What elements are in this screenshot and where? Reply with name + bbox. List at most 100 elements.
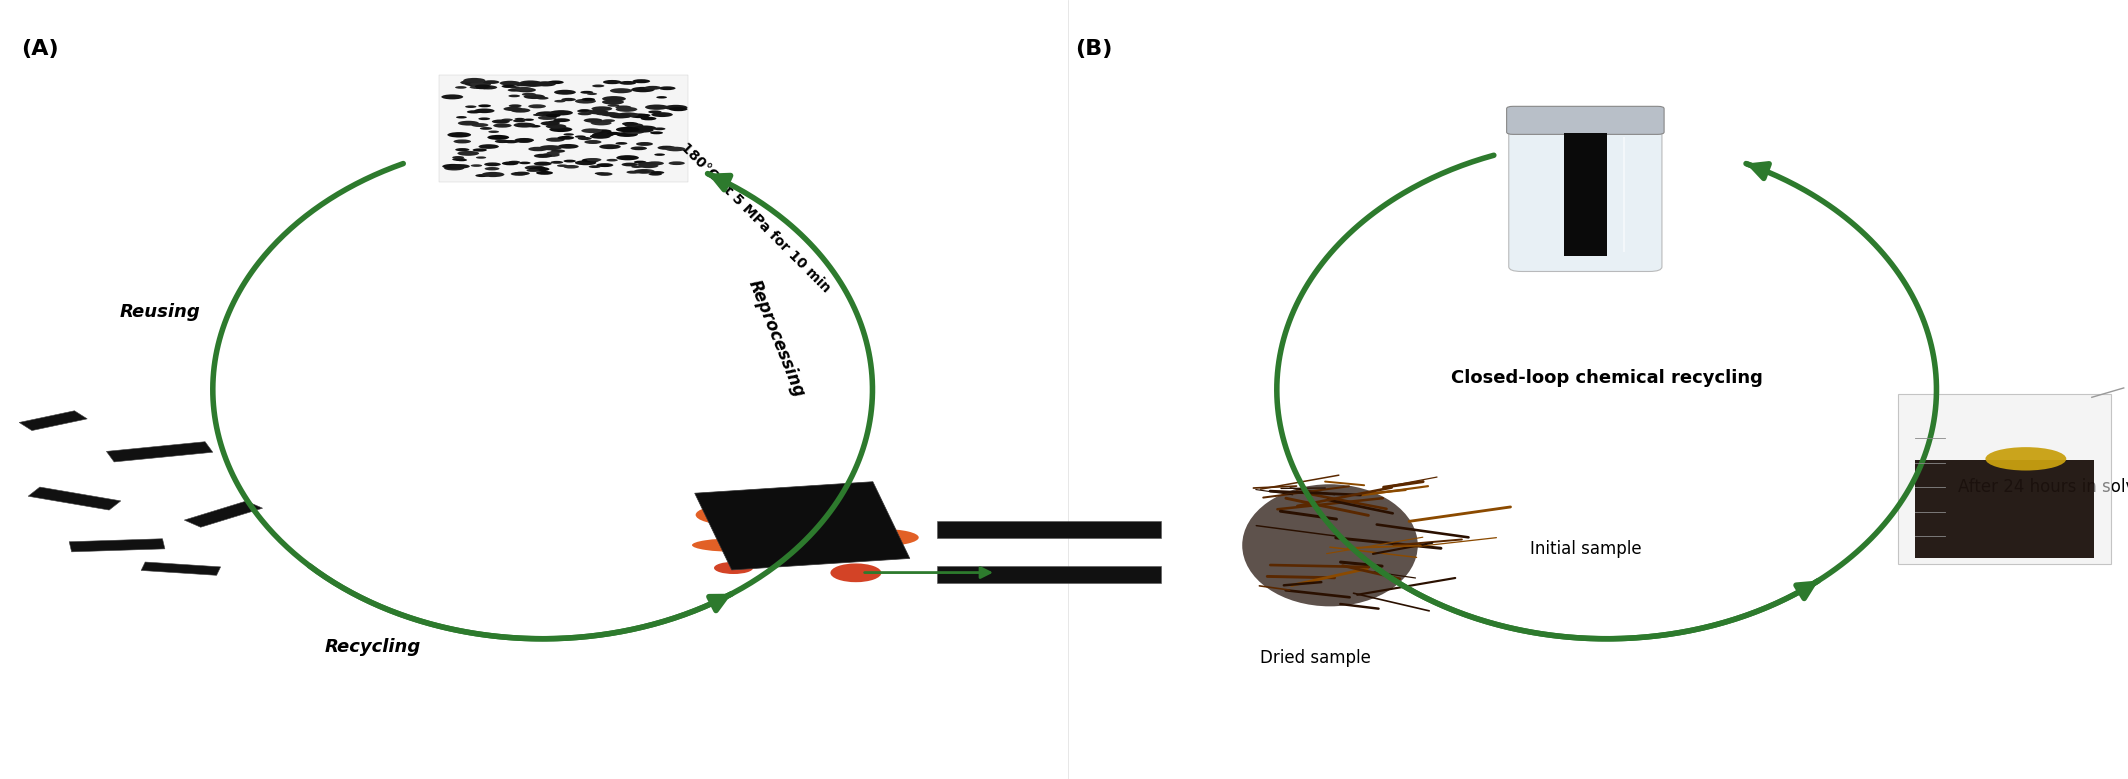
- Ellipse shape: [1243, 485, 1417, 606]
- Ellipse shape: [513, 122, 536, 128]
- Ellipse shape: [592, 106, 613, 111]
- Ellipse shape: [1985, 447, 2066, 471]
- Polygon shape: [936, 566, 1162, 583]
- Ellipse shape: [577, 137, 592, 140]
- Ellipse shape: [509, 104, 521, 108]
- Ellipse shape: [649, 111, 662, 114]
- Ellipse shape: [783, 513, 847, 523]
- FancyBboxPatch shape: [1898, 394, 2111, 564]
- Ellipse shape: [487, 131, 500, 133]
- Ellipse shape: [611, 88, 632, 93]
- Ellipse shape: [443, 164, 464, 169]
- Ellipse shape: [666, 146, 685, 151]
- Ellipse shape: [587, 140, 600, 143]
- Ellipse shape: [692, 538, 783, 552]
- Ellipse shape: [475, 84, 492, 88]
- Ellipse shape: [515, 118, 526, 120]
- Ellipse shape: [528, 146, 547, 151]
- Ellipse shape: [502, 161, 519, 165]
- Ellipse shape: [513, 171, 530, 175]
- Ellipse shape: [553, 90, 577, 95]
- Ellipse shape: [621, 163, 638, 167]
- Polygon shape: [28, 487, 121, 510]
- Ellipse shape: [617, 112, 638, 117]
- Ellipse shape: [602, 100, 624, 104]
- Ellipse shape: [558, 164, 568, 167]
- Ellipse shape: [600, 144, 621, 149]
- Ellipse shape: [577, 109, 594, 113]
- Ellipse shape: [653, 153, 664, 156]
- Ellipse shape: [477, 157, 485, 159]
- Ellipse shape: [619, 81, 636, 85]
- Ellipse shape: [536, 171, 553, 174]
- Ellipse shape: [519, 80, 543, 86]
- Ellipse shape: [528, 104, 547, 108]
- Ellipse shape: [470, 82, 492, 86]
- Ellipse shape: [632, 87, 655, 92]
- Ellipse shape: [615, 114, 634, 118]
- Ellipse shape: [445, 166, 464, 171]
- Ellipse shape: [551, 150, 566, 153]
- Ellipse shape: [602, 132, 617, 136]
- Ellipse shape: [668, 161, 685, 165]
- Ellipse shape: [581, 158, 600, 162]
- Ellipse shape: [521, 93, 536, 96]
- Ellipse shape: [515, 87, 532, 91]
- Ellipse shape: [558, 144, 579, 149]
- Ellipse shape: [464, 81, 487, 86]
- Ellipse shape: [602, 80, 621, 84]
- Ellipse shape: [651, 171, 664, 174]
- Ellipse shape: [587, 110, 609, 115]
- Ellipse shape: [594, 172, 604, 174]
- Ellipse shape: [477, 86, 487, 90]
- Ellipse shape: [460, 80, 481, 85]
- Ellipse shape: [549, 127, 572, 132]
- Ellipse shape: [606, 104, 619, 107]
- Polygon shape: [70, 539, 164, 552]
- Ellipse shape: [611, 101, 621, 104]
- Text: Closed-loop chemical recycling: Closed-loop chemical recycling: [1451, 368, 1762, 387]
- FancyBboxPatch shape: [1564, 132, 1607, 256]
- Ellipse shape: [479, 104, 492, 108]
- Ellipse shape: [458, 121, 479, 125]
- Ellipse shape: [696, 505, 764, 525]
- Ellipse shape: [624, 129, 645, 134]
- Ellipse shape: [630, 146, 647, 150]
- Ellipse shape: [632, 128, 653, 132]
- Ellipse shape: [549, 110, 572, 115]
- Polygon shape: [185, 501, 262, 527]
- Ellipse shape: [583, 118, 602, 122]
- Ellipse shape: [509, 89, 521, 92]
- Ellipse shape: [651, 112, 672, 117]
- Ellipse shape: [664, 105, 687, 110]
- Ellipse shape: [515, 138, 534, 143]
- Ellipse shape: [500, 81, 521, 86]
- Ellipse shape: [458, 151, 479, 156]
- Ellipse shape: [615, 142, 628, 145]
- Ellipse shape: [575, 136, 585, 138]
- Ellipse shape: [564, 165, 579, 168]
- Ellipse shape: [615, 132, 638, 137]
- Ellipse shape: [615, 105, 632, 109]
- Ellipse shape: [485, 163, 500, 166]
- Ellipse shape: [602, 96, 626, 101]
- Ellipse shape: [536, 97, 549, 100]
- Ellipse shape: [470, 123, 489, 127]
- Ellipse shape: [536, 111, 558, 116]
- Ellipse shape: [847, 529, 919, 546]
- Ellipse shape: [479, 127, 492, 130]
- Ellipse shape: [634, 125, 655, 131]
- Ellipse shape: [545, 124, 566, 129]
- Ellipse shape: [596, 113, 609, 115]
- Ellipse shape: [589, 134, 611, 139]
- Ellipse shape: [509, 94, 519, 97]
- Ellipse shape: [564, 160, 577, 163]
- Ellipse shape: [645, 104, 668, 110]
- Ellipse shape: [534, 153, 551, 158]
- Ellipse shape: [581, 98, 596, 101]
- Ellipse shape: [509, 160, 519, 164]
- Ellipse shape: [606, 159, 617, 161]
- Ellipse shape: [609, 114, 632, 118]
- Ellipse shape: [638, 114, 651, 117]
- Ellipse shape: [526, 165, 545, 170]
